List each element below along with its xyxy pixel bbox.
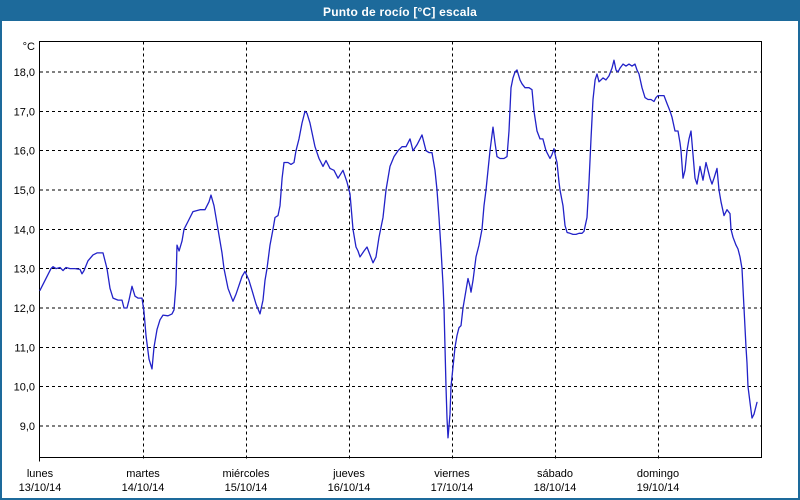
series-line xyxy=(39,59,758,439)
y-tick-label: 17,0 xyxy=(14,106,35,118)
x-day-name-label: domingo xyxy=(637,468,679,480)
x-day-date-label: 16/10/14 xyxy=(328,482,371,494)
y-tick-label: 9,0 xyxy=(20,421,35,433)
plot-border xyxy=(39,41,762,458)
window-title: Punto de rocío [°C] escala xyxy=(322,4,478,19)
dewpoint-line-chart: 18,0 17,0 16,0 15,0 14,0 13,0 12,0 11,0 10,0 9,0 °… xyxy=(14,41,762,494)
x-day-date-label: 13/10/14 xyxy=(19,482,62,494)
x-day-date-label: 17/10/14 xyxy=(431,482,474,494)
x-day-name-label: martes xyxy=(126,468,160,480)
window-titlebar: Punto de rocío [°C] escala xyxy=(2,2,798,21)
y-tick-label: 11,0 xyxy=(14,342,35,354)
x-day-date-label: 18/10/14 xyxy=(534,482,577,494)
x-day-name-label: miércoles xyxy=(222,468,270,480)
y-tick-label: 18,0 xyxy=(14,67,35,79)
y-tick-label: 16,0 xyxy=(14,146,35,158)
chart-area: 18,0 17,0 16,0 15,0 14,0 13,0 12,0 11,0 10,0 9,0 °… xyxy=(2,21,798,498)
x-day-name-label: sábado xyxy=(537,468,573,480)
y-tick-label: 13,0 xyxy=(14,264,35,276)
y-tick-label: 15,0 xyxy=(14,185,35,197)
y-tick-label: 10,0 xyxy=(14,382,35,394)
x-day-date-label: 14/10/14 xyxy=(122,482,165,494)
y-tick-label: 14,0 xyxy=(14,224,35,236)
x-day-name-label: lunes xyxy=(27,468,54,480)
x-day-date-label: 19/10/14 xyxy=(637,482,680,494)
x-day-name-label: viernes xyxy=(434,468,470,480)
x-day-name-label: jueves xyxy=(332,468,365,480)
x-day-date-label: 15/10/14 xyxy=(225,482,268,494)
y-axis-unit-label: °C xyxy=(23,41,35,53)
y-tick-label: 12,0 xyxy=(14,303,35,315)
